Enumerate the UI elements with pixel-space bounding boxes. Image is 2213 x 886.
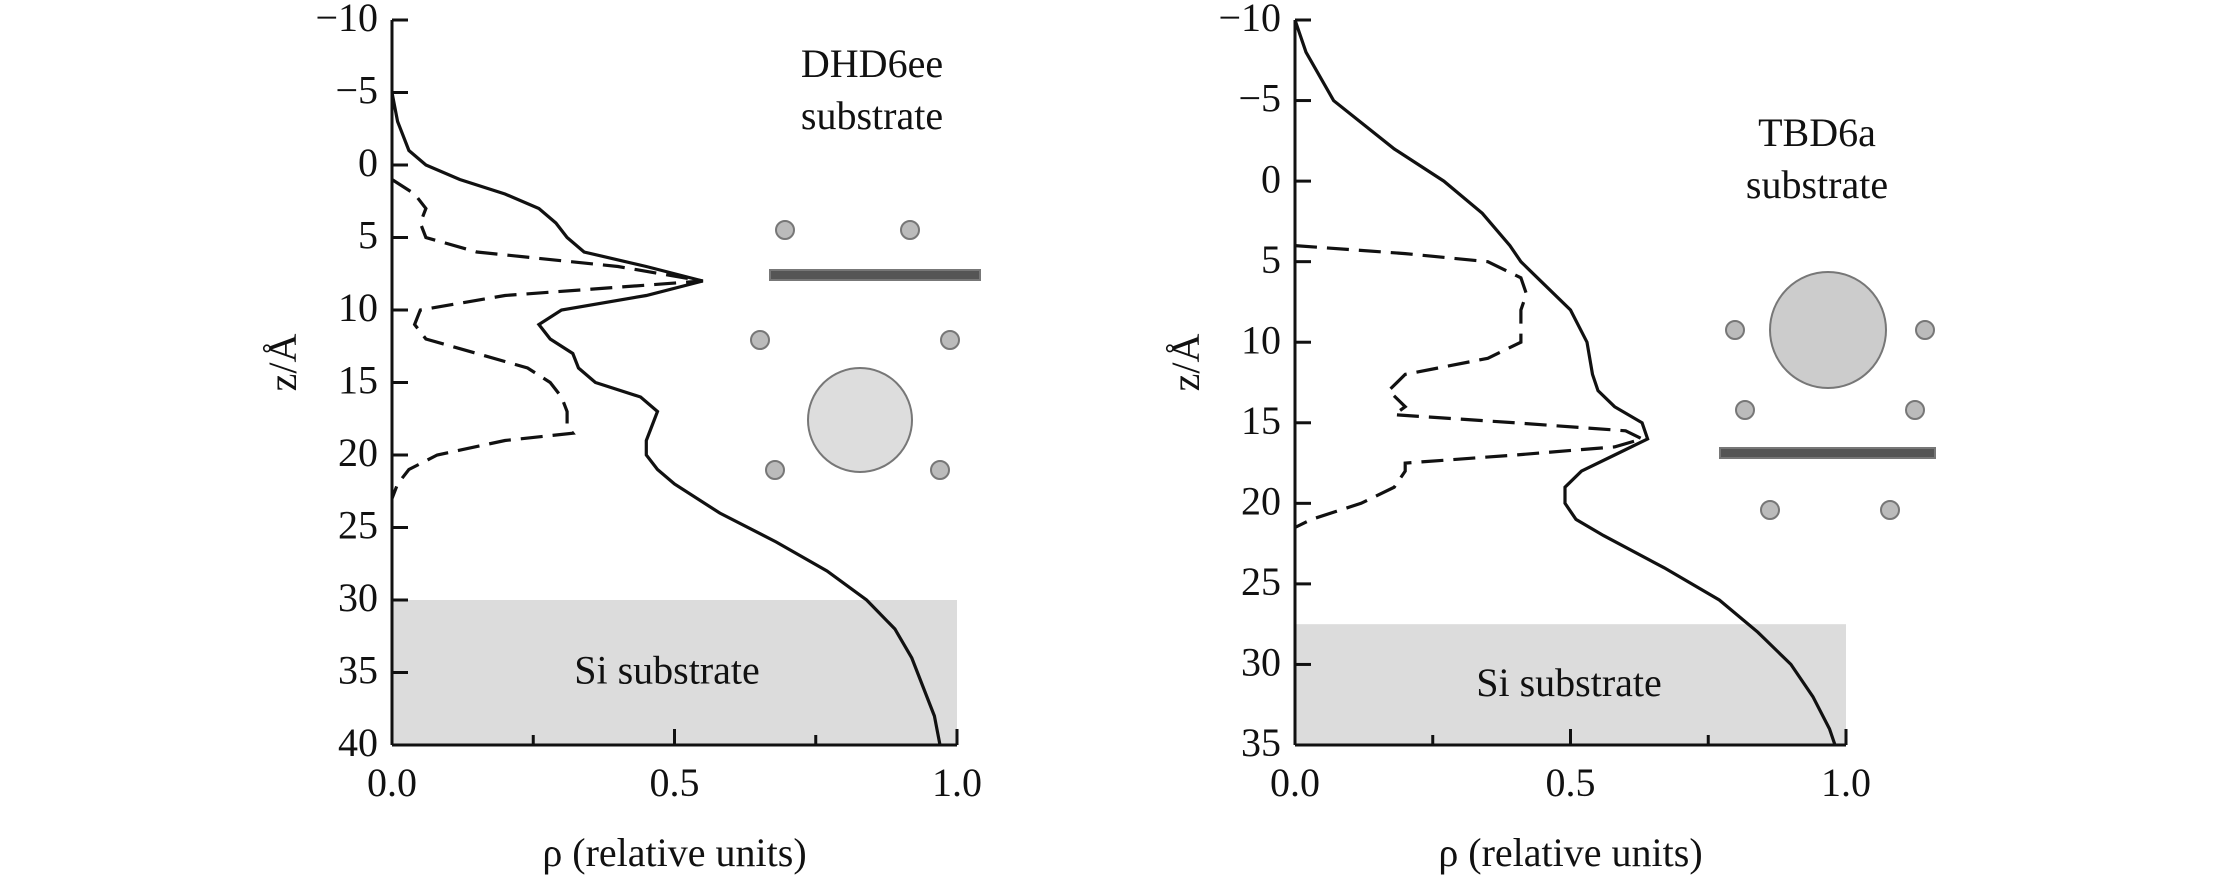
atom xyxy=(1760,500,1780,520)
y-tick-label: 5 xyxy=(1261,237,1281,282)
x-tick-label: 1.0 xyxy=(932,760,982,805)
molecule-dhd6ee xyxy=(750,220,981,480)
annotation: substrate xyxy=(801,93,943,138)
atom xyxy=(1915,320,1935,340)
y-tick-label: −5 xyxy=(335,68,378,113)
y-tick-label: −10 xyxy=(315,0,378,40)
x-axis-label: ρ (relative units) xyxy=(1438,830,1702,875)
atom xyxy=(1880,500,1900,520)
atom xyxy=(765,460,785,480)
x-tick-label: 0.0 xyxy=(367,760,417,805)
density-curve xyxy=(1294,244,1647,529)
y-tick-label: 40 xyxy=(338,720,378,765)
atom xyxy=(930,460,950,480)
y-axis-label: z/Å xyxy=(260,334,305,392)
atom xyxy=(900,220,920,240)
substrate-region xyxy=(1295,624,1846,745)
x-tick-label: 1.0 xyxy=(1821,760,1871,805)
density-curve xyxy=(390,92,942,746)
y-tick-label: 20 xyxy=(338,430,378,475)
y-tick-label: 30 xyxy=(338,575,378,620)
atom xyxy=(1735,400,1755,420)
atom xyxy=(750,330,770,350)
density-curve xyxy=(390,178,704,500)
region-label: Si substrate xyxy=(1476,660,1662,705)
fullerene xyxy=(1769,271,1887,389)
atom xyxy=(940,330,960,350)
fullerene xyxy=(807,367,913,473)
y-tick-label: 15 xyxy=(338,358,378,403)
panel: Si substrate −10 −5 0 5 10 15 20 25 30 35 400.0 0.5 1… xyxy=(260,0,982,875)
y-tick-label: 5 xyxy=(358,213,378,258)
x-tick-label: 0.0 xyxy=(1270,760,1320,805)
y-tick-label: 35 xyxy=(338,648,378,693)
y-tick-label: 0 xyxy=(358,140,378,185)
x-tick-label: 0.5 xyxy=(650,760,700,805)
y-tick-label: 15 xyxy=(1241,398,1281,443)
y-tick-label: −5 xyxy=(1238,76,1281,121)
x-tick-label: 0.5 xyxy=(1546,760,1596,805)
y-tick-label: 25 xyxy=(1241,559,1281,604)
atom xyxy=(775,220,795,240)
region-label: Si substrate xyxy=(574,648,760,693)
atom xyxy=(1905,400,1925,420)
panel: Si substrate −10 −5 0 5 10 15 20 25 30 350.0 0.5 1.0… xyxy=(1163,0,1888,875)
y-tick-label: −10 xyxy=(1218,0,1281,40)
y-tick-label: 10 xyxy=(1241,317,1281,362)
annotation: DHD6ee xyxy=(801,41,943,86)
y-axis-label: z/Å xyxy=(1163,334,1208,392)
molecule-tbd6a xyxy=(1719,271,1936,520)
molecule-bar xyxy=(1719,447,1936,459)
substrate-region xyxy=(392,600,957,745)
molecule-bar xyxy=(769,269,981,281)
y-tick-label: 0 xyxy=(1261,156,1281,201)
y-tick-label: 30 xyxy=(1241,640,1281,685)
y-tick-label: 20 xyxy=(1241,479,1281,524)
y-tick-label: 35 xyxy=(1241,720,1281,765)
x-axis-label: ρ (relative units) xyxy=(542,830,806,875)
atom xyxy=(1725,320,1745,340)
annotation: TBD6a xyxy=(1758,110,1876,155)
y-tick-label: 10 xyxy=(338,285,378,330)
density-curve xyxy=(1293,19,1837,746)
annotation: substrate xyxy=(1746,162,1888,207)
y-tick-label: 25 xyxy=(338,503,378,548)
